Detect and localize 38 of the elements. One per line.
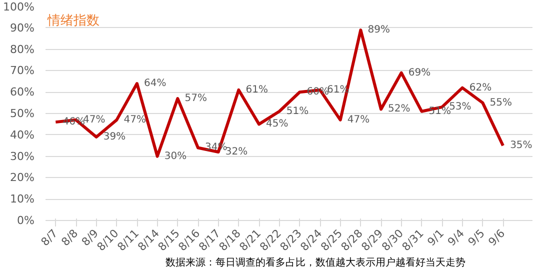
- data-label: 47%: [124, 114, 146, 126]
- data-label: 45%: [266, 118, 288, 130]
- data-label: 62%: [469, 82, 492, 94]
- data-label: 69%: [408, 67, 431, 78]
- y-tick-label: 10%: [10, 192, 35, 206]
- x-tick-label: 9/4: [445, 226, 467, 249]
- x-tick-label: 8/7: [38, 226, 60, 249]
- data-label: 30%: [164, 150, 187, 162]
- data-label: 35%: [510, 140, 532, 152]
- source-note: 数据来源：每日调查的看多占比，数值越大表示用户越看好当天走势: [166, 256, 466, 268]
- x-tick-label: 9/6: [486, 226, 508, 249]
- data-label: 55%: [490, 97, 512, 108]
- y-tick-label: 60%: [10, 86, 35, 99]
- data-label: 52%: [388, 104, 410, 115]
- x-tick-label: 8/8: [58, 226, 81, 249]
- y-tick-label: 30%: [10, 150, 35, 163]
- data-label: 51%: [428, 106, 451, 117]
- data-label: 51%: [286, 106, 309, 117]
- y-tick-label: 70%: [10, 64, 35, 78]
- data-label: 64%: [144, 78, 166, 90]
- data-label: 47%: [347, 114, 370, 126]
- data-label: 61%: [246, 84, 268, 96]
- x-tick-label: 9/5: [466, 226, 488, 249]
- data-label: 53%: [449, 102, 472, 113]
- y-tick-label: 100%: [3, 0, 35, 14]
- x-tick-label: 9/1: [424, 226, 447, 249]
- data-label: 47%: [83, 114, 106, 126]
- y-tick-label: 0%: [17, 214, 34, 227]
- y-tick-label: 50%: [10, 107, 35, 120]
- data-label: 39%: [103, 132, 126, 143]
- y-tick-label: 20%: [10, 171, 35, 184]
- data-label: 89%: [368, 24, 390, 36]
- y-tick-label: 40%: [10, 128, 35, 142]
- text: 情绪指数: [46, 14, 100, 28]
- y-tick-label: 90%: [10, 21, 35, 34]
- y-tick-label: 80%: [10, 42, 35, 56]
- data-label: 32%: [225, 146, 248, 158]
- data-label: 57%: [184, 93, 207, 104]
